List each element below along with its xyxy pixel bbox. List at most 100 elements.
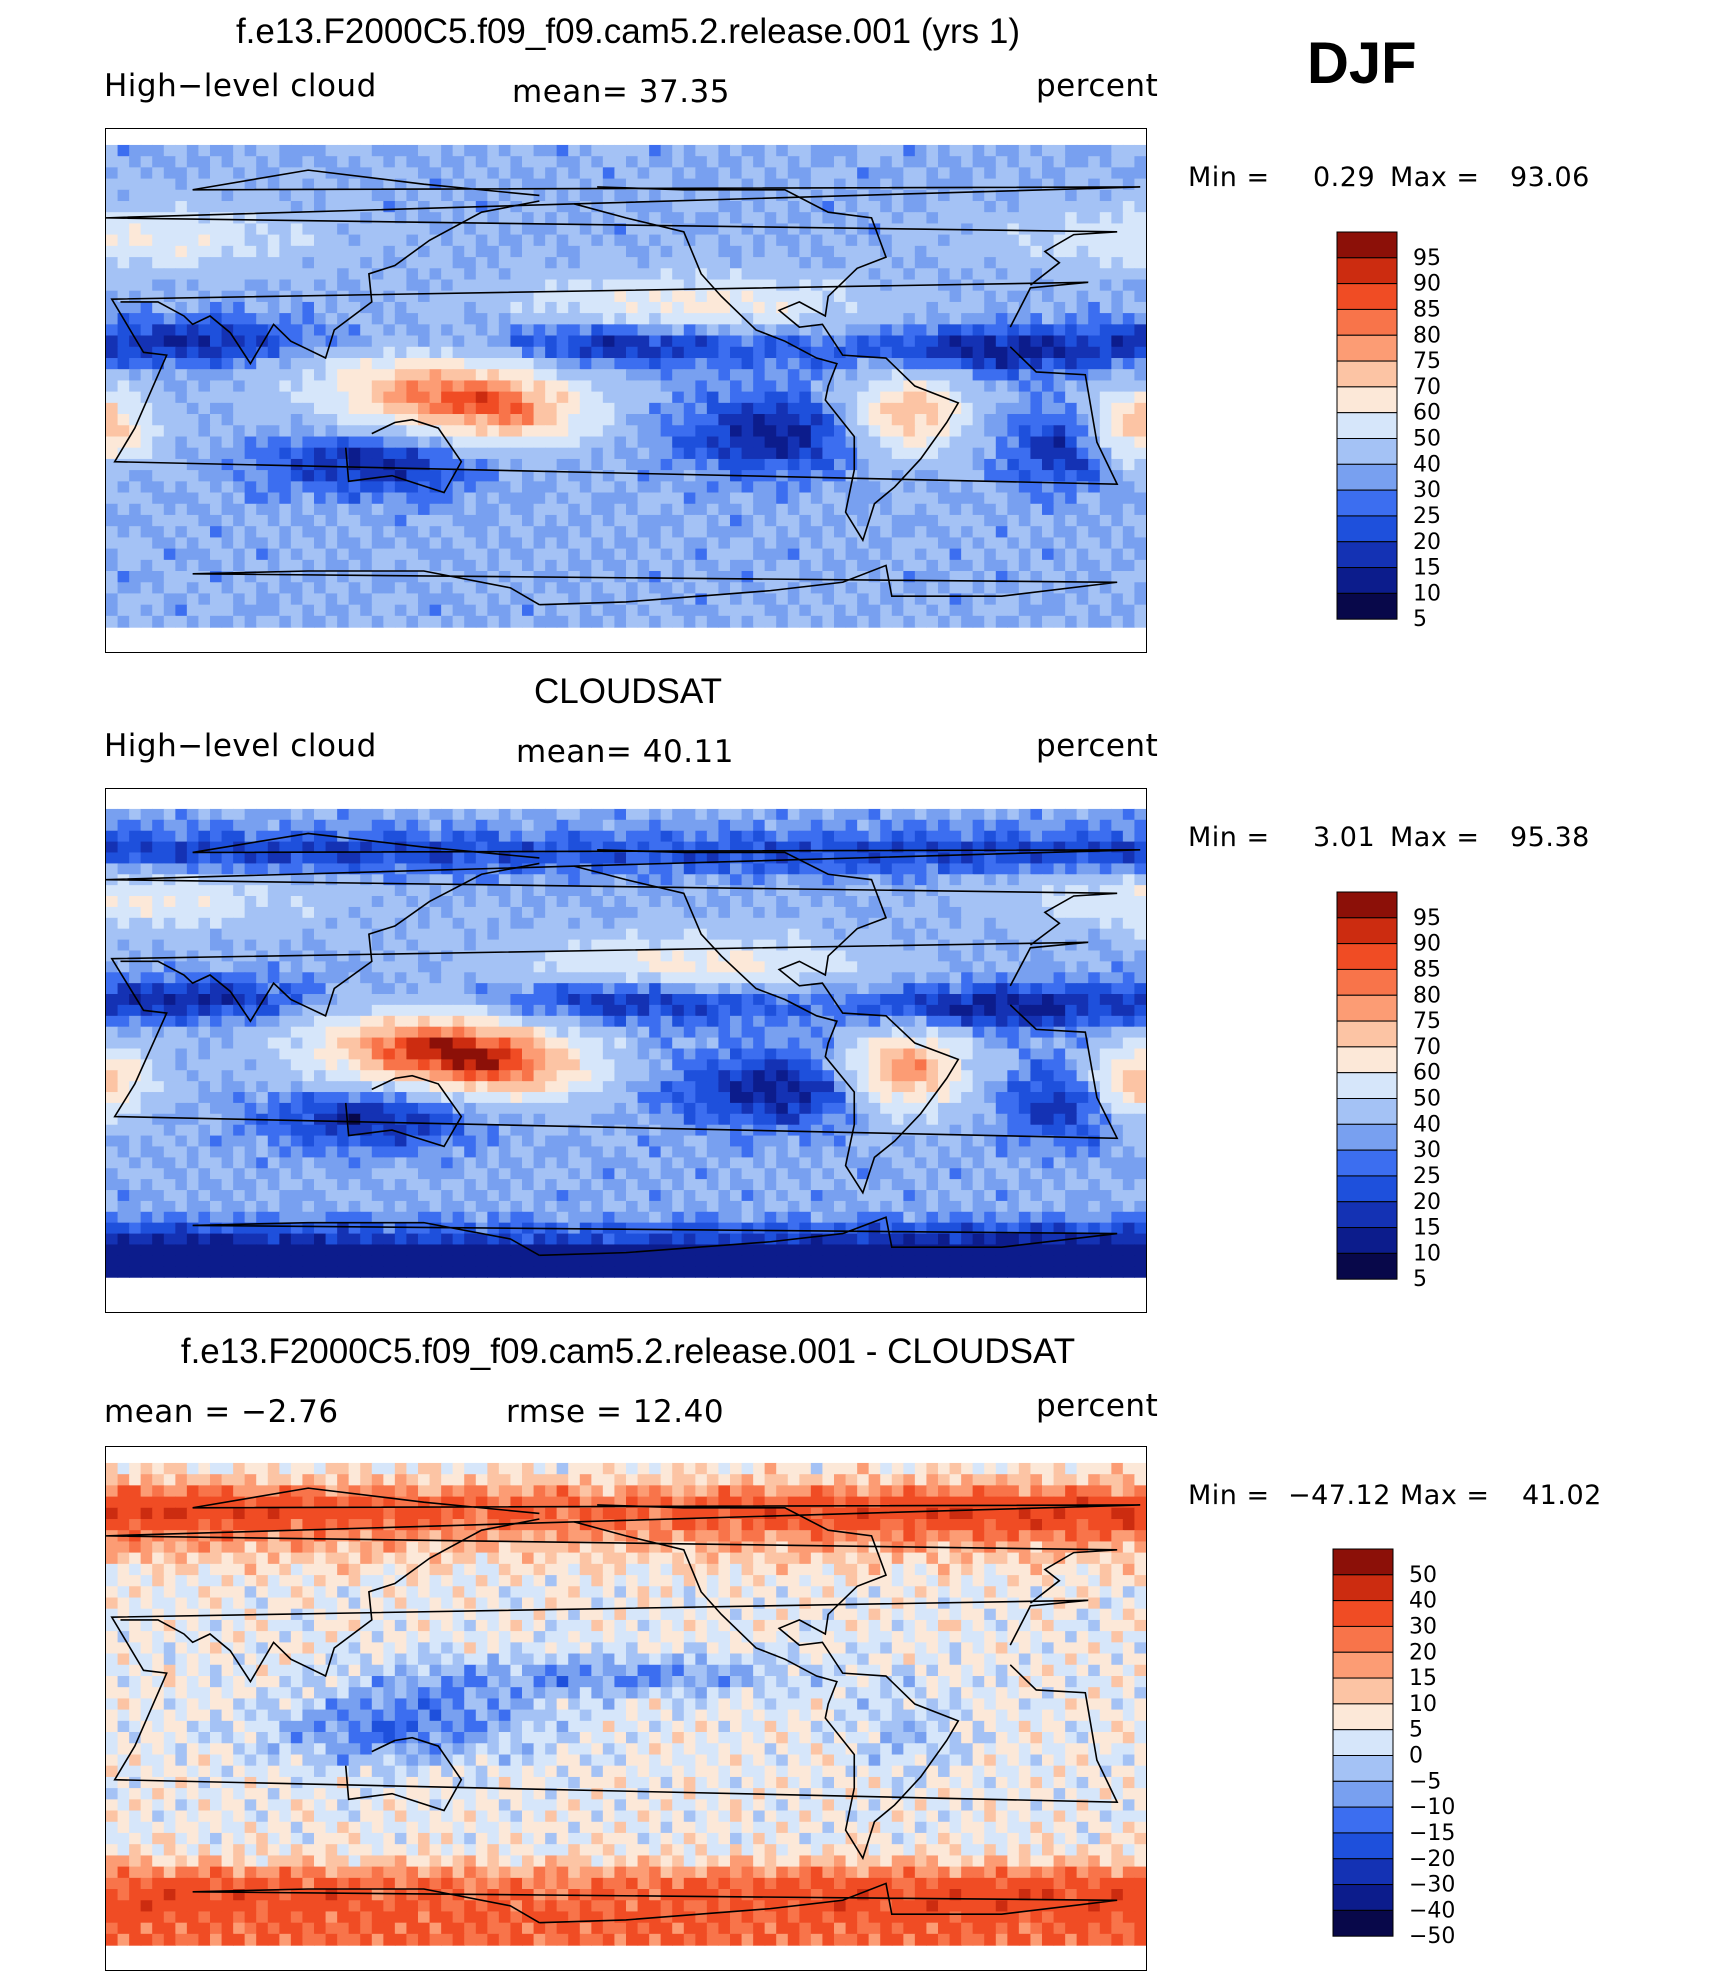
colorbar-swatch (1336, 891, 1398, 919)
colorbar-swatch (1336, 515, 1398, 543)
panel-3-mean-label: mean = −2.76 (104, 1394, 339, 1430)
colorbar-swatch (1332, 1625, 1394, 1653)
colorbar-tick-label: 25 (1413, 504, 1441, 529)
panel-2-map-svg (106, 808, 1146, 1278)
colorbar-tick-label: 85 (1413, 957, 1441, 982)
colorbar-tick-label: 50 (1409, 1563, 1437, 1588)
colorbar-tick-label: 5 (1409, 1718, 1423, 1743)
colorbar-swatch (1332, 1574, 1394, 1602)
colorbar-swatch (1336, 283, 1398, 310)
colorbar-swatch (1336, 386, 1398, 414)
colorbar-swatch (1332, 1909, 1394, 1937)
colorbar-tick-label: 95 (1413, 246, 1441, 271)
colorbar-swatch (1336, 1046, 1398, 1074)
panel-1-mean-label: mean= 37.35 (512, 74, 730, 110)
colorbar-tick-label: 10 (1409, 1692, 1437, 1717)
panel-2-units-label: percent (1036, 728, 1159, 764)
panel-1-units-label: percent (1036, 68, 1159, 104)
colorbar-swatch (1332, 1832, 1394, 1860)
panel-3-colorbar: 50 40 30 20 15 10 5 0 −5 −10 −15 −20 −30 −40 −50 (1332, 1547, 1473, 1960)
panel-1-max-label: Max = (1390, 162, 1480, 193)
panel-3-units-label: percent (1036, 1388, 1159, 1424)
colorbar-swatch (1336, 1123, 1398, 1151)
colorbar-tick-label: −40 (1409, 1898, 1455, 1923)
colorbar-swatch (1336, 968, 1398, 996)
colorbar-swatch (1336, 567, 1398, 594)
colorbar-swatch (1336, 231, 1398, 259)
colorbar-swatch (1336, 541, 1398, 569)
panel-2-max-value: 95.38 (1510, 822, 1590, 853)
colorbar-swatch (1332, 1600, 1394, 1627)
colorbar-swatch (1332, 1884, 1394, 1911)
colorbar-swatch (1336, 334, 1398, 362)
panel-2-mean-label: mean= 40.11 (516, 734, 734, 770)
colorbar-swatch (1332, 1677, 1394, 1705)
colorbar-swatch (1336, 592, 1398, 620)
panel-1-max-value: 93.06 (1510, 162, 1590, 193)
panel-2-variable-label: High−level cloud (104, 728, 377, 764)
colorbar-tick-label: 80 (1413, 323, 1441, 348)
colorbar-tick-label: −10 (1409, 1795, 1455, 1820)
panel-2-map (105, 788, 1147, 1313)
colorbar-tick-label: 20 (1413, 530, 1441, 555)
panel-1-variable-label: High−level cloud (104, 68, 377, 104)
panel-2-min-value: 3.01 (1313, 822, 1376, 853)
colorbar-tick-label: 70 (1413, 375, 1441, 400)
colorbar-tick-label: 75 (1413, 349, 1441, 374)
colorbar-tick-label: −15 (1409, 1821, 1455, 1846)
colorbar-swatch (1336, 1175, 1398, 1203)
colorbar-swatch (1336, 943, 1398, 970)
panel-3-min-value: −47.12 (1288, 1480, 1391, 1511)
colorbar-tick-label: 15 (1413, 556, 1441, 581)
colorbar-tick-label: 60 (1413, 401, 1441, 426)
colorbar-swatch (1336, 308, 1398, 336)
colorbar-tick-label: −30 (1409, 1873, 1455, 1898)
colorbar-swatch (1336, 360, 1398, 388)
colorbar-swatch (1332, 1755, 1394, 1782)
panel-3-map (105, 1446, 1147, 1971)
colorbar-tick-label: −20 (1409, 1847, 1455, 1872)
colorbar-swatch (1336, 489, 1398, 517)
panel-3-rmse-label: rmse = 12.40 (506, 1394, 725, 1430)
colorbar-tick-label: 70 (1413, 1035, 1441, 1060)
colorbar-tick-label: −50 (1409, 1924, 1455, 1949)
colorbar-swatch (1336, 438, 1398, 465)
panel-3-max-value: 41.02 (1522, 1480, 1602, 1511)
panel-3-title: f.e13.F2000C5.f09_f09.cam5.2.release.001… (180, 1332, 1076, 1371)
colorbar-tick-label: 10 (1413, 1241, 1441, 1266)
colorbar-tick-label: 85 (1413, 297, 1441, 322)
colorbar-swatch (1336, 1227, 1398, 1254)
colorbar-tick-label: 60 (1413, 1061, 1441, 1086)
colorbar-swatch (1336, 257, 1398, 285)
colorbar-tick-label: 30 (1413, 1138, 1441, 1163)
panel-1-colorbar: 95 90 85 80 75 70 60 50 40 30 25 20 15 10 5 (1336, 230, 1467, 643)
colorbar-tick-label: 5 (1413, 1267, 1427, 1292)
colorbar-tick-label: 50 (1413, 1087, 1441, 1112)
panel-1-min-label: Min = (1188, 162, 1270, 193)
colorbar-tick-label: 75 (1413, 1009, 1441, 1034)
colorbar-swatch (1336, 1072, 1398, 1099)
season-label: DJF (1307, 31, 1417, 96)
colorbar-tick-label: 30 (1413, 478, 1441, 503)
colorbar-swatch (1332, 1548, 1394, 1576)
panel-3-min-label: Min = (1188, 1480, 1270, 1511)
colorbar-tick-label: 95 (1413, 906, 1441, 931)
colorbar-swatch (1336, 1020, 1398, 1048)
colorbar-swatch (1332, 1703, 1394, 1731)
panel-1-min-value: 0.29 (1313, 162, 1376, 193)
colorbar-tick-label: 20 (1409, 1640, 1437, 1665)
colorbar-tick-label: 20 (1413, 1190, 1441, 1215)
colorbar-swatch (1336, 412, 1398, 439)
colorbar-tick-label: 50 (1413, 427, 1441, 452)
panel-1-map (105, 128, 1147, 653)
panel-2-min-label: Min = (1188, 822, 1270, 853)
colorbar-tick-label: 40 (1409, 1589, 1437, 1614)
colorbar-swatch (1336, 1201, 1398, 1229)
colorbar-swatch (1336, 1252, 1398, 1280)
colorbar-tick-label: 30 (1409, 1614, 1437, 1639)
panel-2-max-label: Max = (1390, 822, 1480, 853)
colorbar-swatch (1332, 1651, 1394, 1679)
colorbar-tick-label: 40 (1413, 452, 1441, 477)
panel-1-title: f.e13.F2000C5.f09_f09.cam5.2.release.001… (235, 12, 1021, 51)
colorbar-tick-label: 15 (1409, 1666, 1437, 1691)
